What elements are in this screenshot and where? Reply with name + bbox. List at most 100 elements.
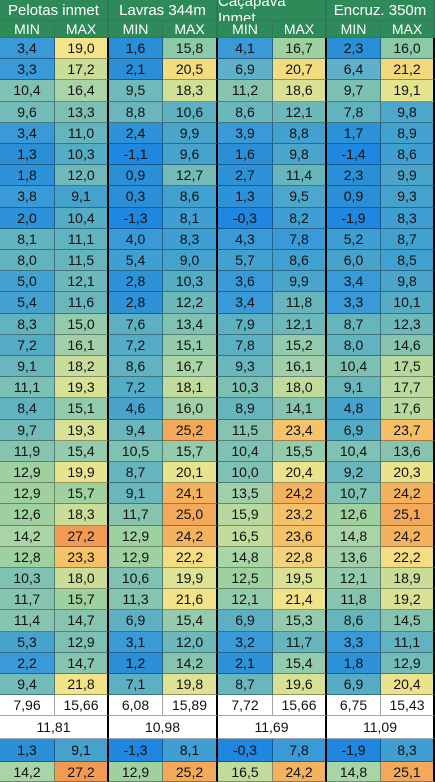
temp-cell[interactable]: -1,9	[327, 207, 381, 229]
temp-cell[interactable]: 17,2	[55, 59, 109, 81]
temp-cell[interactable]: 8,6	[109, 356, 163, 378]
temp-cell[interactable]: 9,0	[163, 250, 218, 272]
temp-cell[interactable]: -1,1	[109, 144, 163, 166]
temp-cell[interactable]: 19,3	[55, 419, 109, 441]
temp-cell[interactable]: 9,5	[273, 186, 327, 208]
temp-cell[interactable]: 10,4	[327, 440, 381, 462]
temp-cell[interactable]: 10,6	[163, 101, 218, 123]
temp-cell[interactable]: 24,2	[381, 525, 435, 547]
highest-cell[interactable]: 16,5	[218, 762, 273, 782]
average-cell[interactable]: 15,89	[163, 695, 218, 717]
temp-cell[interactable]: 3,9	[218, 122, 273, 144]
temp-cell[interactable]: 9,1	[109, 483, 163, 505]
temp-cell[interactable]: 16,0	[381, 38, 435, 60]
temp-cell[interactable]: 24,2	[273, 483, 327, 505]
temp-cell[interactable]: 10,3	[218, 377, 273, 399]
temp-cell[interactable]: 9,8	[273, 144, 327, 166]
temp-cell[interactable]: 19,5	[273, 568, 327, 590]
average-cell[interactable]: 6,75	[327, 695, 381, 717]
temp-cell[interactable]: 2,1	[218, 652, 273, 674]
temp-cell[interactable]: 20,7	[273, 59, 327, 81]
temp-cell[interactable]: 19,3	[55, 377, 109, 399]
average-cell[interactable]: 7,96	[0, 695, 55, 717]
average-cell[interactable]: 7,72	[218, 695, 273, 717]
highest-cell[interactable]: 27,2	[55, 762, 109, 782]
highest-cell[interactable]: 25,2	[163, 762, 218, 782]
temp-cell[interactable]: 9,3	[218, 356, 273, 378]
temp-cell[interactable]: 8,6	[327, 610, 381, 632]
temp-cell[interactable]: 0,3	[109, 186, 163, 208]
temp-cell[interactable]: 10,6	[109, 568, 163, 590]
temp-cell[interactable]: 13,4	[163, 313, 218, 335]
temp-cell[interactable]: 22,8	[273, 546, 327, 568]
temp-cell[interactable]: 4,1	[218, 38, 273, 60]
min-max-label[interactable]: MAX	[55, 21, 109, 38]
min-max-label[interactable]: MAX	[381, 21, 435, 38]
min-max-label[interactable]: MIN	[218, 21, 273, 38]
temp-cell[interactable]: 24,2	[163, 525, 218, 547]
temp-cell[interactable]: 9,9	[381, 165, 435, 187]
average-cell[interactable]: 6,08	[109, 695, 163, 717]
temp-cell[interactable]: 1,2	[109, 652, 163, 674]
temp-cell[interactable]: 23,7	[381, 419, 435, 441]
temp-cell[interactable]: 9,8	[381, 101, 435, 123]
station-header[interactable]: Caçapava Inmet	[218, 0, 327, 27]
average-cell[interactable]: 15,43	[381, 695, 435, 717]
temp-cell[interactable]: 3,1	[109, 631, 163, 653]
temp-cell[interactable]: 19,0	[55, 38, 109, 60]
highest-cell[interactable]: 12,9	[109, 762, 163, 782]
temp-cell[interactable]: 4,8	[327, 398, 381, 420]
temp-cell[interactable]: 10,0	[218, 462, 273, 484]
temp-cell[interactable]: 14,5	[381, 610, 435, 632]
temp-cell[interactable]: 1,3	[0, 144, 55, 166]
temp-cell[interactable]: 11,7	[0, 589, 55, 611]
station-header[interactable]: Encruz. 350m	[327, 0, 435, 21]
temp-cell[interactable]: 11,9	[0, 440, 55, 462]
temp-cell[interactable]: 8,1	[0, 228, 55, 250]
temp-cell[interactable]: 11,1	[0, 377, 55, 399]
temp-cell[interactable]: 9,4	[109, 419, 163, 441]
lowest-cell[interactable]: 7,8	[273, 739, 327, 763]
temp-cell[interactable]: 3,4	[0, 122, 55, 144]
temp-cell[interactable]: 5,2	[327, 228, 381, 250]
temp-cell[interactable]: 12,0	[55, 165, 109, 187]
temp-cell[interactable]: 6,9	[327, 419, 381, 441]
temp-cell[interactable]: 4,6	[109, 398, 163, 420]
highest-cell[interactable]: 14,8	[327, 762, 381, 782]
temp-cell[interactable]: 11,4	[0, 610, 55, 632]
temp-cell[interactable]: 1,8	[327, 652, 381, 674]
temp-cell[interactable]: 15,5	[273, 440, 327, 462]
temp-cell[interactable]: 6,9	[109, 610, 163, 632]
temp-cell[interactable]: 6,9	[218, 59, 273, 81]
min-max-label[interactable]: MIN	[327, 21, 381, 38]
temp-cell[interactable]: 14,1	[273, 398, 327, 420]
temp-cell[interactable]: 12,0	[163, 631, 218, 653]
temp-cell[interactable]: 8,0	[0, 250, 55, 272]
temp-cell[interactable]: 8,7	[218, 674, 273, 696]
temp-cell[interactable]: 9,7	[327, 80, 381, 102]
temp-cell[interactable]: 9,7	[0, 419, 55, 441]
min-max-label[interactable]: MIN	[0, 21, 55, 38]
temp-cell[interactable]: 12,1	[55, 271, 109, 293]
temp-cell[interactable]: 7,6	[109, 313, 163, 335]
temp-cell[interactable]: 6,9	[327, 674, 381, 696]
temp-cell[interactable]: 2,4	[109, 122, 163, 144]
temp-cell[interactable]: 7,9	[218, 313, 273, 335]
min-max-label[interactable]: MAX	[273, 21, 327, 38]
temp-cell[interactable]: 24,1	[163, 483, 218, 505]
temp-cell[interactable]: 2,2	[0, 652, 55, 674]
temp-cell[interactable]: 2,8	[109, 292, 163, 314]
temp-cell[interactable]: 8,7	[109, 462, 163, 484]
temp-cell[interactable]: 15,1	[163, 334, 218, 356]
temp-cell[interactable]: 14,7	[55, 652, 109, 674]
temp-cell[interactable]: 13,5	[218, 483, 273, 505]
temp-cell[interactable]: 3,4	[0, 38, 55, 60]
temp-cell[interactable]: 14,6	[381, 334, 435, 356]
temp-cell[interactable]: 7,8	[218, 334, 273, 356]
temp-cell[interactable]: 25,1	[381, 504, 435, 526]
temp-cell[interactable]: 15,9	[218, 504, 273, 526]
temp-cell[interactable]: 8,2	[273, 207, 327, 229]
temp-cell[interactable]: 12,1	[218, 589, 273, 611]
temp-cell[interactable]: 16,4	[55, 80, 109, 102]
temp-cell[interactable]: 27,2	[55, 525, 109, 547]
